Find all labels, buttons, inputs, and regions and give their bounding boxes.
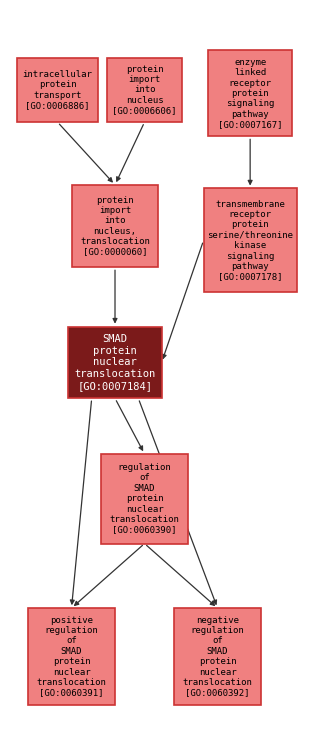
FancyBboxPatch shape (174, 608, 261, 705)
Text: enzyme
linked
receptor
protein
signaling
pathway
[GO:0007167]: enzyme linked receptor protein signaling… (218, 58, 282, 129)
Text: negative
regulation
of
SMAD
protein
nuclear
translocation
[GO:0060392]: negative regulation of SMAD protein nucl… (183, 616, 252, 698)
Text: transmembrane
receptor
protein
serine/threonine
kinase
signaling
pathway
[GO:000: transmembrane receptor protein serine/th… (207, 200, 293, 281)
Text: protein
import
into
nucleus,
translocation
[GO:0000060]: protein import into nucleus, translocati… (80, 195, 150, 257)
FancyBboxPatch shape (17, 58, 98, 122)
Text: intracellular
protein
transport
[GO:0006886]: intracellular protein transport [GO:0006… (23, 70, 93, 110)
Text: regulation
of
SMAD
protein
nuclear
translocation
[GO:0060390]: regulation of SMAD protein nuclear trans… (110, 463, 179, 534)
Text: SMAD
protein
nuclear
translocation
[GO:0007184]: SMAD protein nuclear translocation [GO:0… (74, 335, 156, 391)
FancyBboxPatch shape (72, 185, 158, 267)
Text: positive
regulation
of
SMAD
protein
nuclear
translocation
[GO:0060391]: positive regulation of SMAD protein nucl… (36, 616, 107, 698)
Text: protein
import
into
nucleus
[GO:0006606]: protein import into nucleus [GO:0006606] (112, 64, 177, 115)
FancyBboxPatch shape (107, 58, 182, 122)
FancyBboxPatch shape (101, 454, 188, 544)
FancyBboxPatch shape (208, 51, 292, 136)
FancyBboxPatch shape (204, 188, 297, 293)
FancyBboxPatch shape (68, 326, 162, 398)
FancyBboxPatch shape (28, 608, 115, 705)
